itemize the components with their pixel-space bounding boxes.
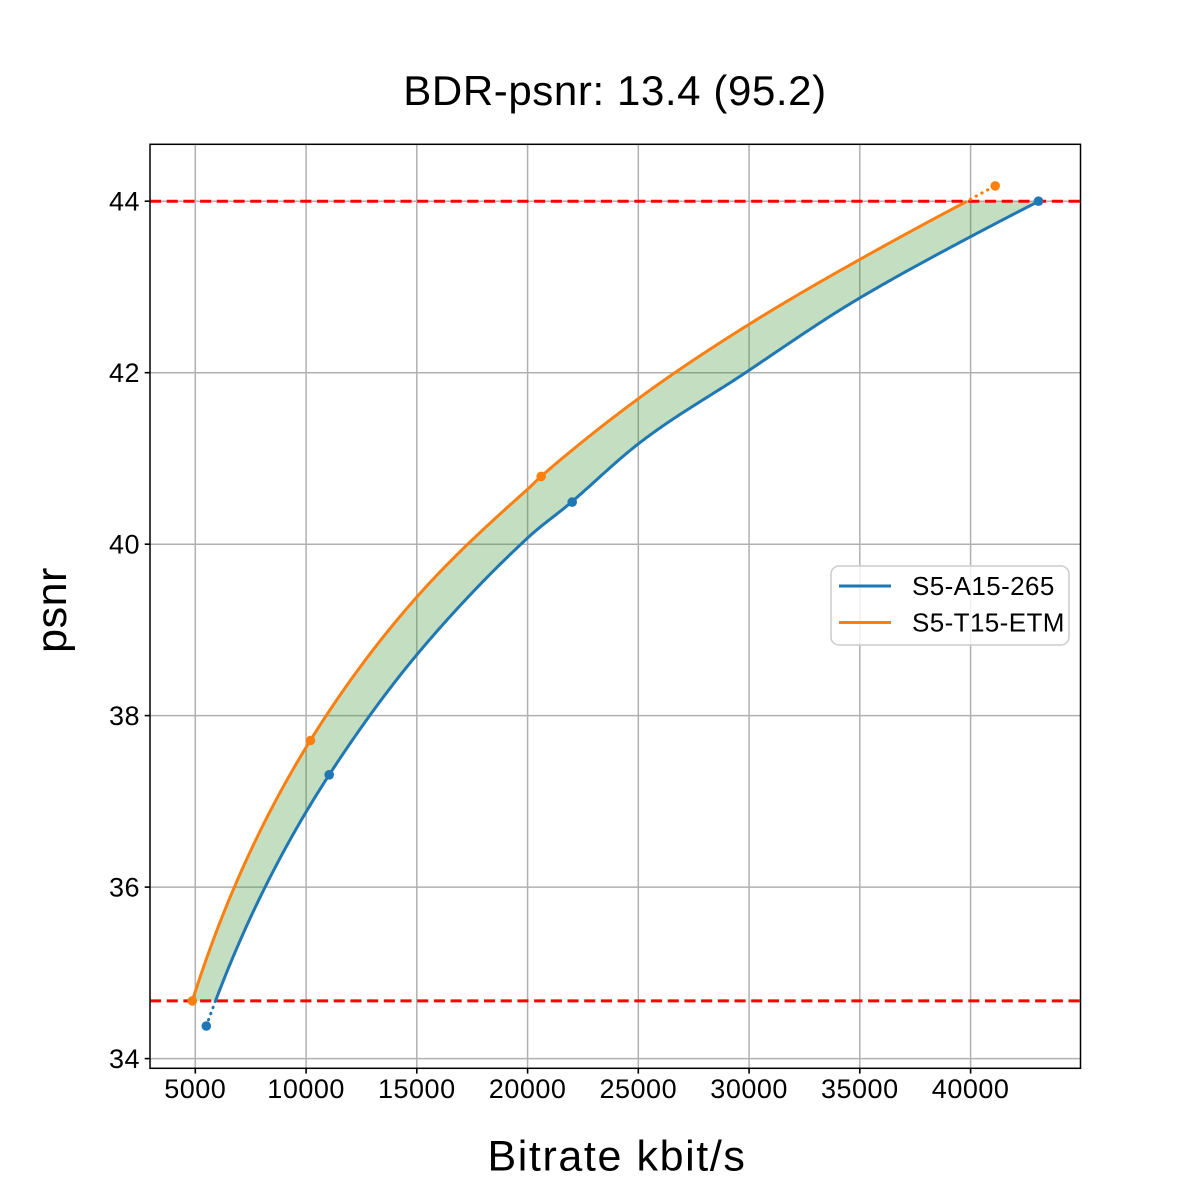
svg-text:42: 42	[109, 358, 140, 388]
svg-text:30000: 30000	[710, 1074, 788, 1104]
svg-text:5000: 5000	[164, 1074, 226, 1104]
svg-text:36: 36	[109, 872, 140, 902]
svg-text:35000: 35000	[821, 1074, 899, 1104]
svg-text:25000: 25000	[600, 1074, 678, 1104]
svg-text:34: 34	[109, 1044, 140, 1074]
svg-text:40: 40	[109, 530, 140, 560]
svg-text:38: 38	[109, 701, 140, 731]
svg-text:S5-A15-265: S5-A15-265	[912, 571, 1055, 601]
svg-text:15000: 15000	[378, 1074, 456, 1104]
svg-text:10000: 10000	[267, 1074, 345, 1104]
svg-text:psnr: psnr	[28, 567, 76, 653]
svg-text:Bitrate kbit/s: Bitrate kbit/s	[488, 1133, 747, 1181]
svg-text:S5-T15-ETM: S5-T15-ETM	[912, 608, 1065, 638]
svg-text:20000: 20000	[489, 1074, 567, 1104]
svg-text:44: 44	[109, 187, 140, 217]
svg-text:BDR-psnr: 13.4 (95.2): BDR-psnr: 13.4 (95.2)	[403, 67, 826, 114]
svg-text:40000: 40000	[932, 1074, 1010, 1104]
